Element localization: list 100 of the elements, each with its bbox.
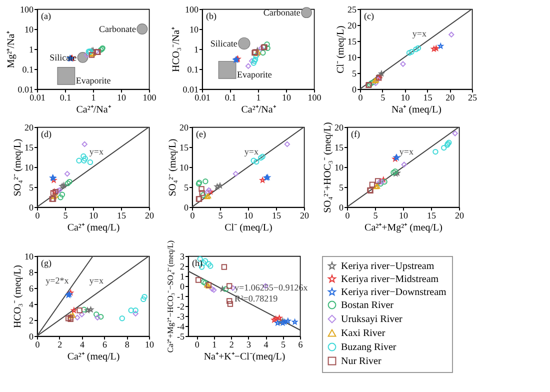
y-tick-label: 0 [352,84,357,94]
y-tick-label: 100 [20,4,34,14]
y-tick-label: 0 [29,332,34,342]
legend-label: Buzang River [341,342,397,353]
y-tick-label: 15 [348,36,357,46]
y-tick-label: 0.1 [187,64,198,74]
series-label: Carbonate [98,24,136,34]
x-tick-label: 10 [145,340,154,350]
y-tick-label: -3 [177,312,185,322]
x-axis-title: Cl⁻ (meq/L) [224,222,272,234]
annotation: (e) [196,129,206,139]
x-axis-title: Ca²⁺/Na⁺ [76,104,112,116]
y-tick-label: 10 [24,252,34,262]
x-tick-label: 5 [63,210,68,220]
y-tick-label: 5 [352,68,357,78]
x-tick-label: 20 [446,92,456,102]
y-tick-label: 2 [180,262,184,272]
x-tick-label: 1 [91,92,96,102]
y-tick-label: 10 [334,162,344,172]
series-label: y=x [89,146,104,156]
x-tick-label: 6 [298,340,304,350]
y-axis-title: SO₄²⁻ (meq/L) [168,138,178,196]
y-tick-label: 0 [339,202,344,212]
legend-label: Keriya river−Upstream [341,261,434,272]
y-axis-title: HCO₃⁻ (meq/L) [12,265,24,328]
y-tick-label: 10 [24,162,34,172]
x-tick-label: 6 [102,340,108,350]
annotation: (f) [351,129,360,139]
x-tick-label: 0.1 [224,92,236,102]
y-tick-label: 0.01 [18,84,34,94]
x-tick-label: 25 [468,92,478,102]
series-label: y=x [412,28,427,38]
y-tick-label: 2 [29,316,34,326]
y-tick-label: 0.01 [182,84,198,94]
y-axis-title: Ca²⁺+Mg²⁺−HCO₃⁻−SO₄²⁻(meq/L) [166,240,176,353]
x-tick-label: 10 [282,92,292,102]
y-tick-label: 20 [348,20,357,30]
y-tick-label: 20 [334,122,344,132]
x-axis-title: Ca²⁺/Na⁺ [241,104,277,116]
y-tick-label: 20 [24,122,34,132]
series-label: Evaporite [76,76,111,86]
y-tick-label: 1 [194,44,198,54]
y-tick-label: 25 [348,4,357,14]
y-axis-title: Cl⁻ (meq/L) [336,26,346,74]
y-tick-label: 0 [29,202,34,212]
y-tick-label: 5 [339,182,344,192]
x-tick-label: 2 [229,340,234,350]
legend-label: Keriya river−Downstream [341,287,447,298]
annotation: (a) [41,11,51,21]
x-tick-label: 0.1 [60,92,72,102]
y-tick-label: -1 [177,292,184,302]
series-label: y=x [244,146,259,156]
y-tick-label: 5 [29,182,34,192]
series-label: y=2*x [46,275,70,286]
legend-label: Kaxi River [341,328,386,339]
y-axis-title: SO₄²⁻ (meq/L) [12,138,24,196]
legend-label: Keriya river−Midstream [341,274,439,285]
x-tick-label: 10 [117,92,126,102]
x-tick-label: 20 [300,210,310,220]
y-tick-label: 10 [190,24,199,34]
x-axis-title: Ca²⁺ (meq/L) [67,352,120,362]
x-tick-label: 15 [427,210,436,220]
y-tick-label: -4 [177,322,185,332]
x-tick-label: 10 [89,210,98,220]
x-tick-label: 4 [264,340,269,350]
series-label: Carbonate [263,8,300,18]
y-axis-title: HCO₃⁻/Na⁺ [170,26,182,72]
annotation: (g) [41,258,52,268]
y-tick-label: 10 [180,162,189,172]
y-tick-label: 6 [29,284,34,294]
y-tick-label: -2 [177,302,184,312]
x-tick-label: 1 [256,92,261,102]
x-tick-label: 4 [80,340,86,350]
annotation: (d) [41,129,52,139]
x-tick-label: 15 [423,92,433,102]
y-tick-label: 10 [348,52,357,62]
y-tick-label: 15 [24,142,34,152]
y-tick-label: 5 [184,182,189,192]
x-axis-title: Na⁺ (meq/L) [392,104,442,116]
y-tick-label: 100 [185,4,199,14]
y-tick-label: 1 [29,44,34,54]
series-label: y=x [399,146,414,156]
y-tick-label: 3 [180,252,185,262]
x-tick-label: 10 [400,92,410,102]
y-tick-label: 15 [180,142,189,152]
annotation: (c) [364,11,374,21]
x-axis-title: Ca²⁺+Mg²⁺ (meq/L) [364,222,442,234]
y-tick-label: 0 [180,282,185,292]
x-tick-label: 20 [145,210,154,220]
legend-label: Uruksayi River [341,314,404,325]
y-tick-label: 8 [29,268,34,278]
x-tick-label: 100 [142,92,157,102]
legend-label: Nur River [341,356,382,367]
x-tick-label: 5 [373,210,378,220]
y-axis-title: Mg²⁺/Na⁺ [6,30,17,68]
series-label: y=x [89,275,104,286]
y-tick-label: 10 [24,24,34,34]
y-tick-label: 1 [180,272,184,282]
x-tick-label: 5 [218,210,224,220]
y-tick-label: 0 [184,202,189,212]
